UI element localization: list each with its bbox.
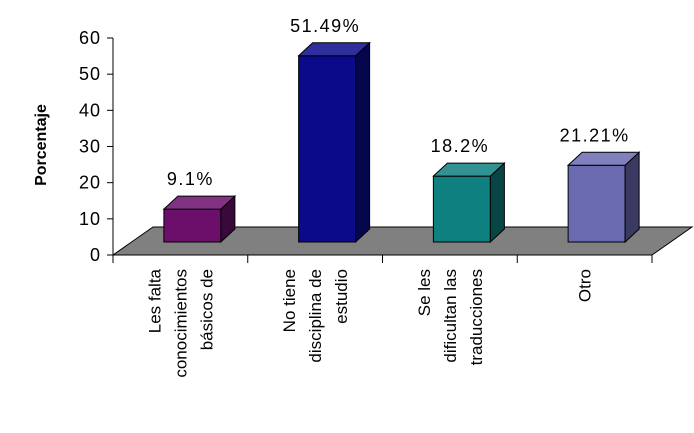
bar-side-face — [624, 151, 640, 244]
data-label: 21.21% — [560, 125, 630, 145]
bar — [432, 162, 506, 244]
data-label: 51.49% — [290, 16, 360, 36]
bar — [566, 151, 641, 244]
bar-top-face — [162, 195, 237, 210]
bar-top-face — [566, 151, 641, 166]
y-tick-label: 30 — [79, 137, 101, 157]
y-tick-label: 0 — [90, 245, 101, 265]
category-label: Se les — [415, 269, 434, 316]
bar-front-face — [163, 208, 222, 243]
chart-floor — [111, 226, 694, 256]
data-label: 9.1% — [167, 169, 214, 189]
y-tick-label: 10 — [79, 209, 101, 229]
category-label: disciplina de — [306, 269, 325, 363]
y-axis-label: Porcentaje — [33, 104, 50, 186]
bar-front-face — [432, 175, 491, 243]
data-label: 18.2% — [431, 136, 490, 156]
bar-front-face — [567, 164, 626, 243]
category-label: traducciones — [467, 269, 486, 365]
y-tick-label: 60 — [79, 28, 101, 48]
bar-side-face — [489, 162, 505, 244]
y-tick-label: 50 — [79, 64, 101, 84]
bar — [297, 41, 371, 244]
y-tick-label: 40 — [79, 100, 101, 120]
category-label: conocimientos — [171, 269, 190, 378]
bar — [162, 194, 237, 244]
category-label: Les falta — [145, 268, 164, 333]
bar-side-face — [355, 41, 371, 244]
category-label: No tiene — [280, 269, 299, 332]
bar-top-face — [297, 42, 371, 57]
y-tick-label: 20 — [79, 173, 101, 193]
category-label: dificultan las — [441, 269, 460, 363]
bar-top-face — [432, 162, 506, 177]
bar-front-face — [298, 55, 357, 243]
category-label: Otro — [576, 269, 595, 302]
category-label: estudio — [332, 269, 351, 324]
category-label: básicos de — [197, 269, 216, 350]
